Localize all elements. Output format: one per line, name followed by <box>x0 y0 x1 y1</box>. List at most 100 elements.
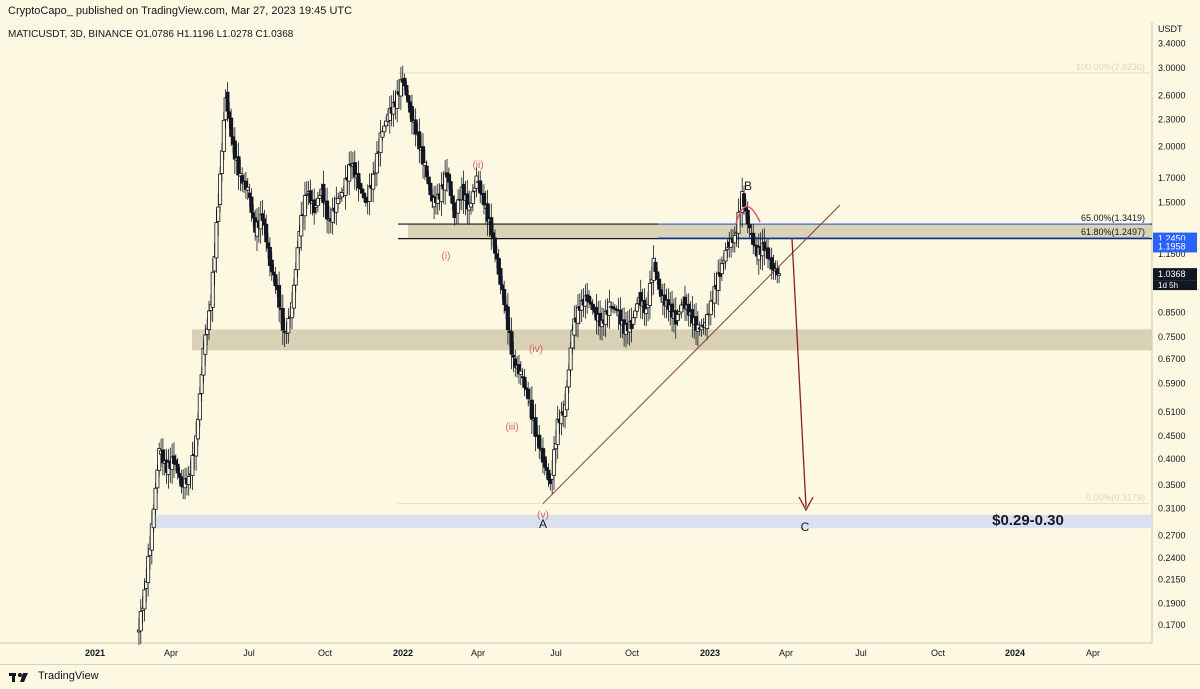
candle <box>526 388 531 400</box>
candle <box>719 263 724 274</box>
candle <box>195 418 200 440</box>
candle <box>299 215 304 237</box>
candle <box>190 455 195 476</box>
candle <box>542 456 547 468</box>
candle <box>249 196 254 213</box>
y-tick-label: 0.3500 <box>1158 480 1186 490</box>
wave-label: (i) <box>442 251 451 262</box>
candle <box>218 173 223 205</box>
candle <box>422 162 427 166</box>
y-tick-label: 1.1500 <box>1158 249 1186 259</box>
candle <box>417 131 422 150</box>
y-tick-label: 0.2400 <box>1158 553 1186 563</box>
countdown-tag <box>1153 280 1197 291</box>
zone-upper-resistance <box>408 224 1152 239</box>
candle <box>360 188 365 194</box>
candle <box>210 271 215 308</box>
candle <box>175 463 180 474</box>
y-tick-label: 0.7500 <box>1158 332 1186 342</box>
x-tick-label: Oct <box>625 648 640 658</box>
candle <box>321 183 326 204</box>
target-label: $0.29-0.30 <box>992 512 1064 529</box>
y-tick-label: 1.5000 <box>1158 197 1186 207</box>
candle <box>546 469 551 481</box>
candle <box>269 259 274 273</box>
candle <box>232 140 237 160</box>
candle <box>339 192 344 198</box>
price-axis-bg <box>1152 0 1200 664</box>
candle <box>552 449 557 476</box>
candle <box>155 469 160 489</box>
candle <box>725 247 730 251</box>
candle <box>245 186 250 191</box>
candle <box>236 156 241 176</box>
candle <box>657 278 662 290</box>
candle <box>533 417 538 437</box>
candle <box>286 318 291 334</box>
candle <box>448 181 453 196</box>
x-tick-label: Jul <box>243 648 255 658</box>
countdown-label: 1d 5h <box>1158 281 1178 290</box>
candle <box>607 301 612 316</box>
fib-label: 65.00%(1.3419) <box>1081 213 1145 223</box>
candle <box>751 232 756 245</box>
candle <box>568 347 573 371</box>
candle <box>295 247 300 271</box>
candle <box>227 111 232 119</box>
wave-label: (ii) <box>472 160 483 171</box>
y-tick-label: 0.4500 <box>1158 431 1186 441</box>
x-tick-label: Jul <box>550 648 562 658</box>
x-tick-label: Apr <box>164 648 178 658</box>
zone-mid-support <box>192 329 1152 351</box>
y-tick-label: 0.4000 <box>1158 454 1186 464</box>
y-tick-label: 2.3000 <box>1158 114 1186 124</box>
candle <box>564 386 569 411</box>
candle <box>742 193 747 207</box>
candle <box>277 284 282 308</box>
y-tick-label: 0.8500 <box>1158 308 1186 318</box>
price-tag-label: 1.1958 <box>1158 241 1186 251</box>
candle <box>229 117 234 137</box>
x-tick-label: Apr <box>779 648 793 658</box>
fib-label: 100.00%(2.9230) <box>1076 62 1145 72</box>
candle <box>428 182 433 196</box>
candle <box>522 376 527 388</box>
candle <box>655 271 660 280</box>
candle <box>452 202 457 218</box>
candle <box>470 191 475 204</box>
candle <box>478 180 483 194</box>
candle <box>635 303 640 312</box>
currency-label: USDT <box>1158 24 1183 34</box>
candle <box>766 247 771 259</box>
candle <box>138 610 143 632</box>
wave-label: C <box>801 520 810 534</box>
candle <box>518 370 523 375</box>
wave-label: (iv) <box>529 344 543 355</box>
fib-label: 0.00%(0.3179) <box>1086 493 1145 503</box>
candle <box>675 314 680 321</box>
candle <box>450 195 455 204</box>
candle <box>406 95 411 103</box>
candle <box>481 192 486 206</box>
candle <box>153 487 158 510</box>
y-tick-label: 0.2700 <box>1158 530 1186 540</box>
candle <box>409 106 414 122</box>
candle <box>732 234 737 244</box>
tradingview-logo-icon <box>9 673 28 682</box>
y-tick-label: 3.4000 <box>1158 39 1186 49</box>
wave-label: A <box>539 517 547 531</box>
footer-brand: TradingView <box>38 670 99 682</box>
candle <box>347 164 352 182</box>
candle <box>424 165 429 178</box>
candle <box>708 300 713 316</box>
candle <box>221 119 226 152</box>
y-tick-label: 2.0000 <box>1158 142 1186 152</box>
candle <box>647 283 652 306</box>
candle <box>777 273 782 276</box>
candle <box>723 249 728 262</box>
candle <box>336 197 341 204</box>
candle <box>537 434 542 449</box>
y-tick-label: 0.6700 <box>1158 354 1186 364</box>
published-info: CryptoCapo_ published on TradingView.com… <box>8 5 353 17</box>
